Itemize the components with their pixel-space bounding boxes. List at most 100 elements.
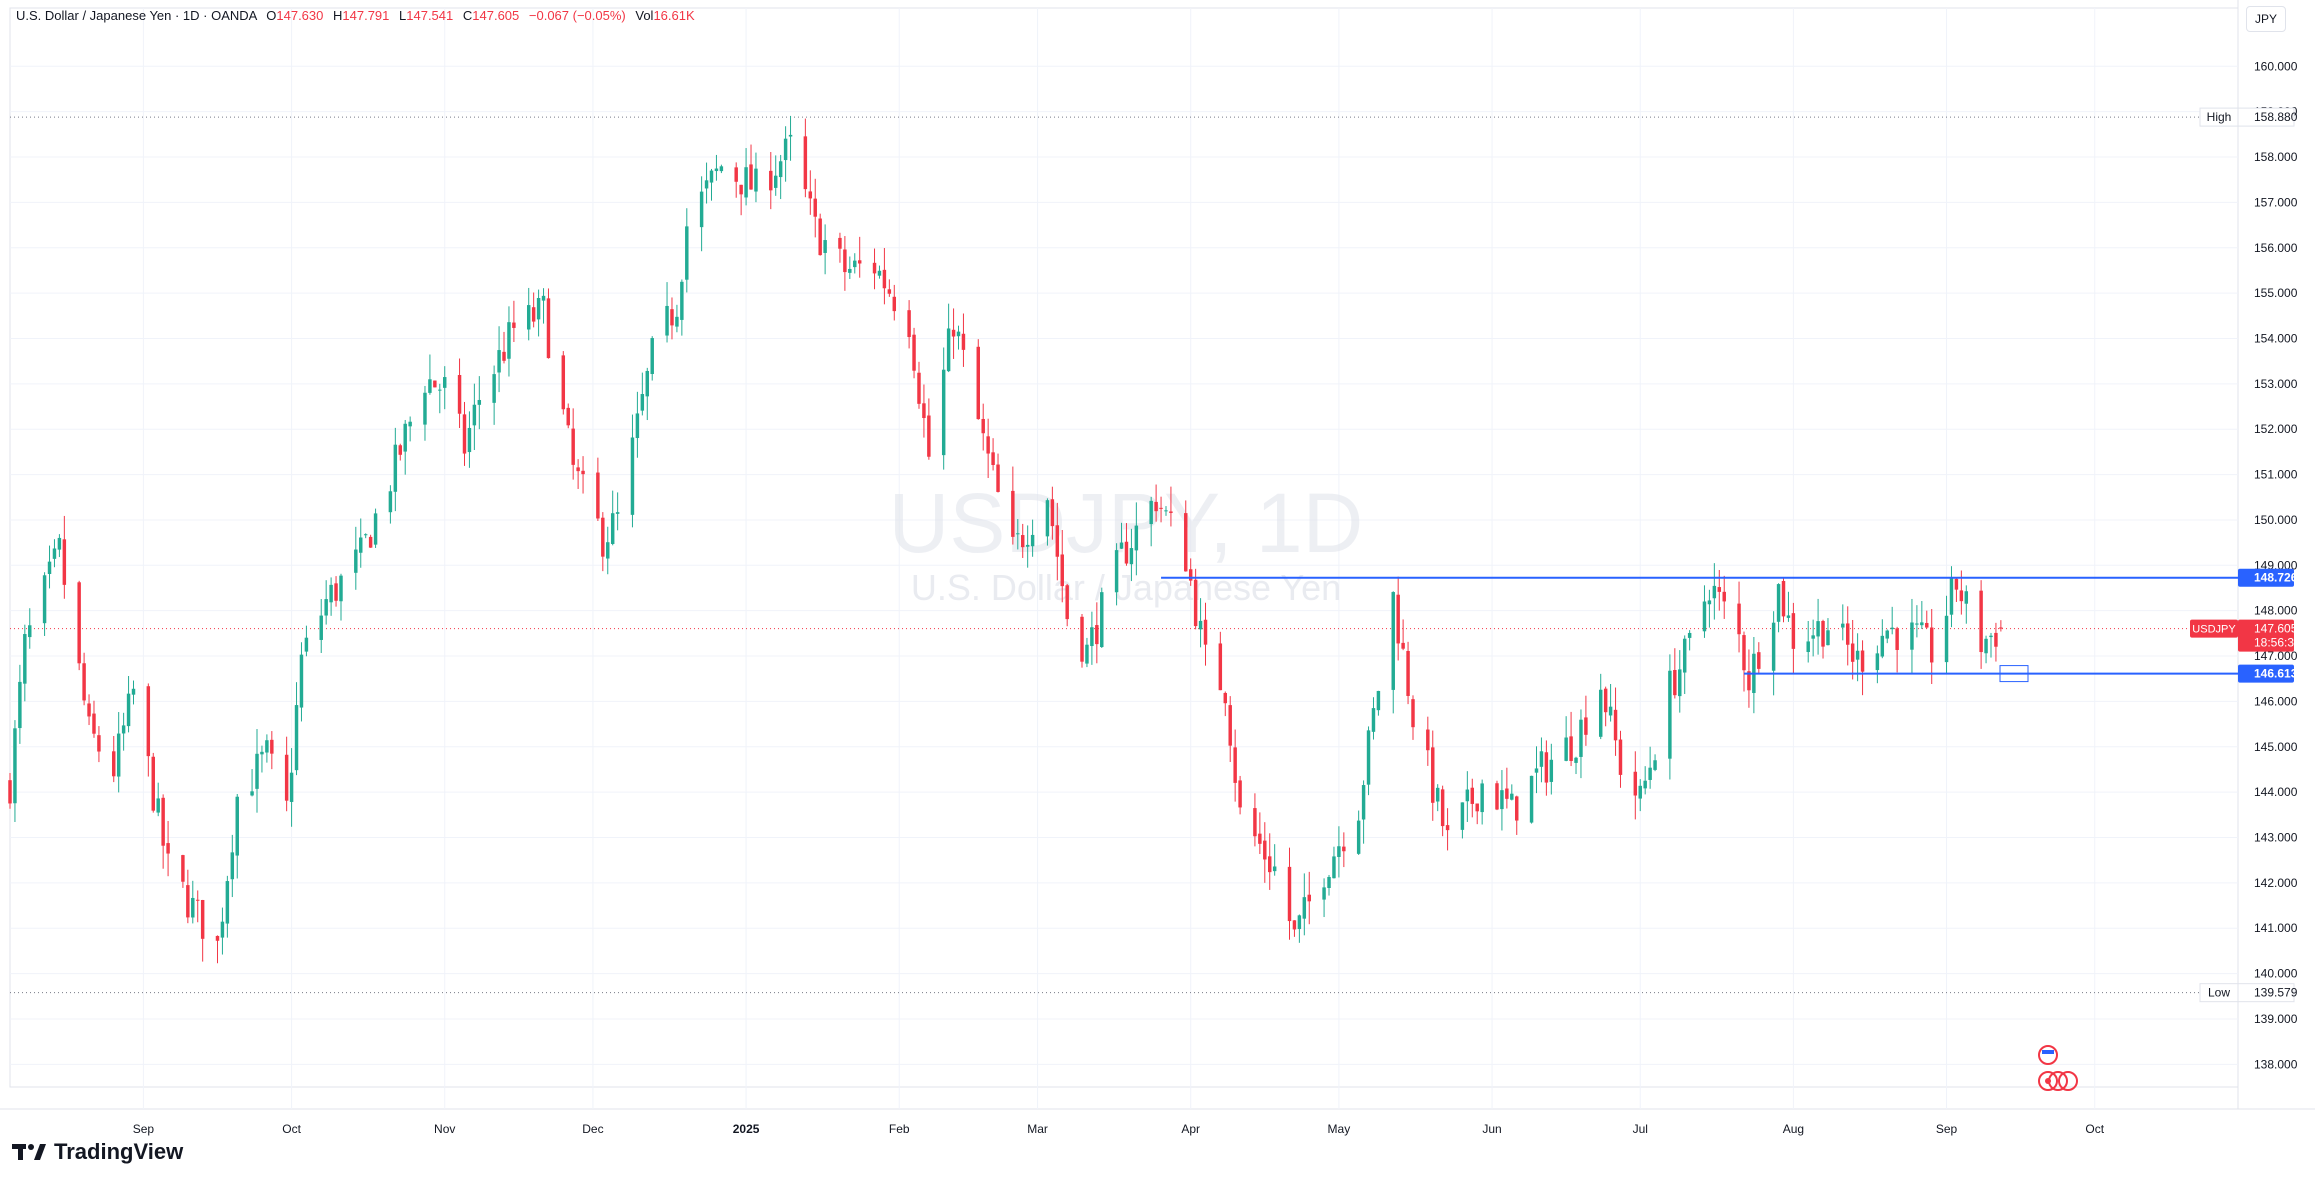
candle [739,184,743,216]
candle [843,236,847,291]
candle-body [477,399,482,405]
candle-body [373,513,378,545]
candle [1954,578,1959,602]
candle [1638,779,1642,812]
candle-body [126,693,131,727]
us-flag-icon-stripe [2042,1050,2054,1054]
candle-body [1114,550,1119,593]
candle [1371,697,1376,740]
candle-body [161,797,165,846]
candle [334,576,338,607]
candle [1020,523,1025,558]
level-lines[interactable] [1161,576,2238,683]
candle-body [1539,751,1544,767]
candle-body [1999,627,2003,629]
candle [526,287,531,341]
tradingview-logo-icon [12,1144,46,1160]
candle-body [156,798,160,813]
candle [354,526,358,590]
low-value: 147.541 [406,8,454,23]
candle-body [744,167,748,198]
candle-body [719,166,724,172]
candle-body [131,688,136,695]
candle-body [1253,808,1257,837]
candle-body [630,437,635,515]
candle-body [1396,594,1400,644]
candle-body [151,756,155,811]
y-tick-label: 142.000 [2254,876,2298,890]
candle [615,492,620,531]
candle [882,248,887,305]
candle-body [121,725,126,734]
candle-body [1712,585,1717,599]
candle-body [754,168,758,192]
candle-body [1159,507,1163,509]
candle [991,438,995,471]
candle [857,236,862,278]
candle-body [1984,638,1988,654]
candle [1929,608,1934,685]
candle-body [1356,820,1361,854]
candle [18,664,22,744]
candle-body [1327,876,1331,888]
candle-body [1569,736,1573,761]
candle [1307,871,1311,925]
y-tick-label: 160.000 [2254,59,2298,73]
candle [1549,743,1554,795]
candle [1218,631,1223,691]
candle [1776,583,1781,633]
low-value: 139.579 [2254,986,2298,1000]
candle-body [853,260,857,268]
candle-body [294,705,299,771]
candle [1890,606,1894,635]
candle [976,339,980,420]
candle [1860,640,1865,696]
candle [443,366,447,410]
candle [571,408,575,480]
candle [215,935,220,964]
candle-body [1603,688,1608,713]
currency-button[interactable]: JPY [2246,6,2286,32]
low-label: L [399,8,407,23]
candle-body [541,295,546,301]
candle [887,279,892,297]
candle [1164,506,1168,516]
candle-body [680,281,684,320]
candle-body [215,935,220,941]
axes: 138.000 139.000 140.000 141.000 142.000 143.0… [133,59,2298,1136]
candle-body [1638,785,1642,799]
us-flag-icon [2038,1045,2058,1065]
candle-body [1124,541,1129,564]
candle-body [1920,622,1924,626]
candle-body [917,372,921,404]
symbol-legend: U.S. Dollar / Japanese Yen · 1D · OANDA … [16,8,695,23]
candle-body [1608,706,1613,716]
candle-body [1880,635,1885,657]
candle-body [1846,623,1850,645]
candle-body [255,753,259,789]
candle-body [57,537,62,550]
y-tick-label: 152.000 [2254,422,2298,436]
candle-body [1776,584,1781,622]
candle [1223,691,1228,717]
candle [1184,500,1188,572]
level-value: 148.726 [2254,571,2298,585]
candle-body [1702,601,1707,632]
candle [709,168,714,201]
candle-body [788,134,793,137]
candle-body [531,307,536,322]
candle-body [941,369,946,456]
y-tick-label: 153.000 [2254,377,2298,391]
x-tick-label: Oct [282,1122,301,1136]
candle [1465,771,1470,822]
candle [531,292,536,328]
candle [813,178,817,238]
candle-body [838,237,842,249]
candle-body [284,754,289,801]
tradingview-logo[interactable]: TradingView [12,1138,183,1166]
candle [1124,523,1129,566]
candle [8,772,12,809]
candle-body [200,899,205,939]
